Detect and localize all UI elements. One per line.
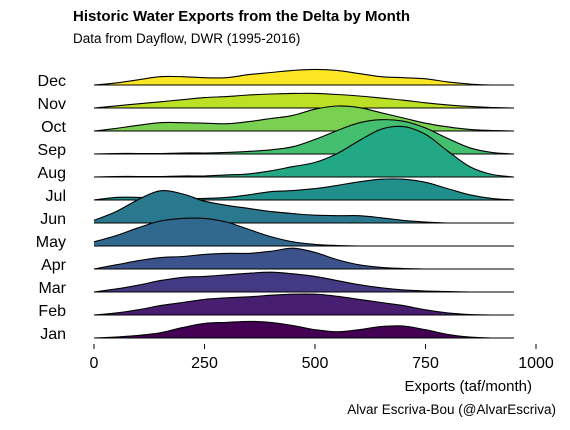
ridge-area-jun [94,190,514,223]
ridge-area-apr [94,248,514,269]
ridge-area-aug [94,126,514,177]
ridge-outline-dec [93,68,514,86]
ridge-outline-feb [93,293,514,316]
y-label-dec: Dec [38,73,66,90]
y-labels: Jan Feb Mar Apr May Jun Jul Aug Sep Oct Nov Dec [36,73,67,343]
ridge-area-feb [94,294,514,315]
x-axis-label: Exports (taf/month) [404,378,532,395]
ridge-nov [93,92,514,109]
ridge-jan [93,320,514,339]
y-label-sep: Sep [38,142,67,159]
ridge-area-dec [94,69,514,85]
x-tick-label-0: 0 [90,355,99,372]
ridge-area-nov [94,93,514,108]
ridge-dec [93,68,514,86]
ridge-feb [93,293,514,316]
x-axis: 0 250 500 750 1000 [90,344,554,372]
ridge-outline-nov [93,92,514,109]
y-label-may: May [36,234,66,251]
y-label-jun: Jun [40,211,66,228]
y-label-oct: Oct [41,119,66,136]
ridge-outline-jan [93,320,514,339]
y-label-jan: Jan [40,326,66,343]
chart-title: Historic Water Exports from the Delta by… [73,8,410,25]
ridge-area-may [94,218,514,246]
y-label-apr: Apr [41,257,67,274]
ridge-area-jul [94,178,514,200]
ridge-may [93,217,514,247]
chart-subtitle: Data from Dayflow, DWR (1995-2016) [73,31,301,46]
y-label-mar: Mar [38,280,66,297]
y-label-aug: Aug [38,165,66,182]
ridge-aug [93,125,514,178]
chart-caption: Alvar Escriva-Bou (@AlvarEscriva) [347,402,556,417]
x-tick-label-500: 500 [302,355,329,372]
ridge-outline-oct [93,105,514,132]
x-tick-label-750: 750 [412,355,439,372]
y-label-jul: Jul [46,188,66,205]
x-tick-label-1000: 1000 [518,355,554,372]
ridge-mar [93,271,514,293]
ridge-oct [93,105,514,132]
x-tick-label-250: 250 [191,355,218,372]
y-label-feb: Feb [38,303,66,320]
ridge-area-jan [94,321,514,338]
ridge-apr [93,247,514,270]
y-label-nov: Nov [38,96,66,113]
ridges [93,68,514,339]
